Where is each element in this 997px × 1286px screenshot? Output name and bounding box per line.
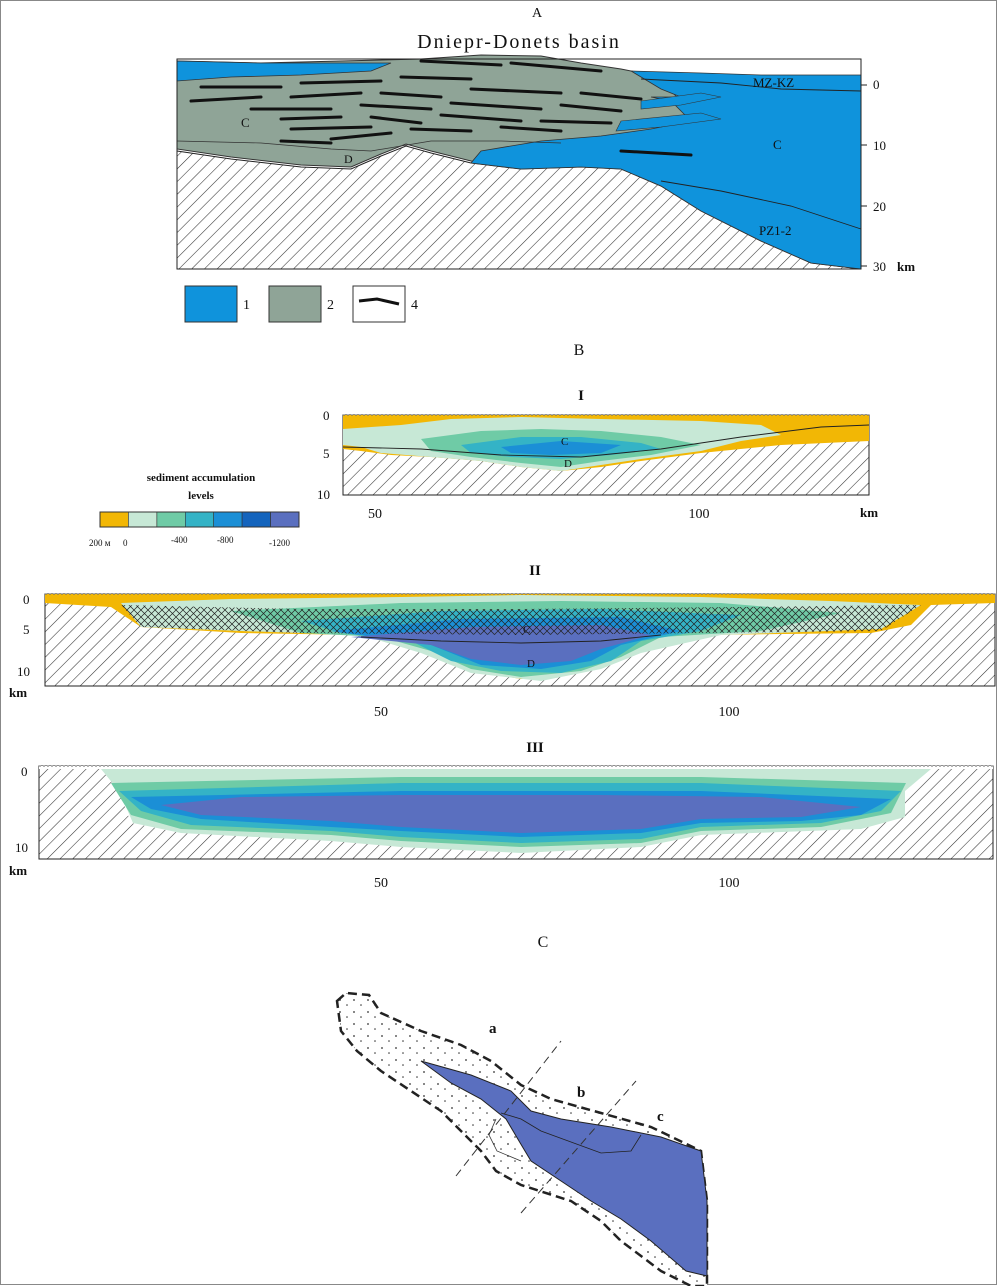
section-i-x-50: 50 xyxy=(368,507,382,522)
accumulation-tick-1200: -1200 xyxy=(269,538,290,548)
section-iii-depth-0: 0 xyxy=(21,764,28,779)
legend-key-2: 2 xyxy=(327,298,334,313)
legend-key-1: 1 xyxy=(243,298,250,313)
accumulation-legend: sediment accumulation levels 200 м 0 -40… xyxy=(89,472,300,548)
section-iii-label: III xyxy=(526,740,544,756)
accumulation-swatch-2 xyxy=(156,511,186,528)
panel-c: C a b c xyxy=(335,934,709,1286)
section-i-contact xyxy=(342,424,870,458)
section-iii-unit: km xyxy=(9,863,27,878)
section-iii: III 0 10 km 50 100 xyxy=(9,740,994,891)
depth-unit-a: km xyxy=(897,259,915,274)
depth-tick-30: 30 xyxy=(873,259,886,274)
accumulation-swatch-5 xyxy=(241,511,271,528)
section-i-depth-10: 10 xyxy=(317,487,330,502)
accumulation-legend-title-1: sediment accumulation xyxy=(147,472,255,484)
section-i-label: I xyxy=(578,388,584,404)
label-c-left: C xyxy=(241,115,250,130)
section-ii-contact xyxy=(360,634,662,644)
contact-line-pz xyxy=(660,180,862,230)
section-ii-depth-10: 10 xyxy=(17,664,30,679)
section-i-label-d: D xyxy=(564,458,572,470)
accumulation-swatch-0 xyxy=(99,511,129,528)
accumulation-swatch-6 xyxy=(270,511,300,528)
section-i-depth-0: 0 xyxy=(323,408,330,423)
section-i-unit: km xyxy=(860,505,878,520)
accumulation-tick-800: -800 xyxy=(217,535,234,545)
section-ii-depth-5: 5 xyxy=(23,622,30,637)
section-i: I C D 0 5 10 50 100 km xyxy=(317,388,878,522)
black-layer-lines xyxy=(189,59,693,157)
basin-contact-2 xyxy=(488,1118,522,1162)
section-ii-label-d: D xyxy=(527,658,535,670)
zone-label-c: c xyxy=(657,1109,664,1125)
section-i-zone-800 xyxy=(501,441,621,455)
depth-axis-a xyxy=(860,75,867,269)
section-ii: II C D 0 5 10 km 50 100 xyxy=(9,563,996,720)
section-ii-depth-0: 0 xyxy=(23,592,30,607)
accumulation-bar-outline xyxy=(99,511,300,528)
legend-key-4: 4 xyxy=(411,298,418,313)
legend-a: 1 2 4 xyxy=(184,285,418,323)
section-iii-x-50: 50 xyxy=(374,876,388,891)
basin-contact-1 xyxy=(500,1112,642,1154)
section-iii-x-100: 100 xyxy=(719,876,740,891)
panel-a: A Dniepr-Donets basin C D MZ-KZ xyxy=(176,6,915,323)
contact-line-cd xyxy=(176,140,562,152)
section-ii-x-100: 100 xyxy=(719,705,740,720)
zone-label-a: a xyxy=(489,1021,497,1037)
panel-b-label: B xyxy=(574,342,585,359)
section-ii-label-c: C xyxy=(523,624,530,636)
section-iii-zone-1200 xyxy=(161,795,861,833)
section-i-x-100: 100 xyxy=(689,507,710,522)
section-ii-unit: km xyxy=(9,685,27,700)
section-ii-zone-1200 xyxy=(351,625,651,665)
accumulation-swatch-3 xyxy=(185,511,215,528)
label-mz-kz: MZ-KZ xyxy=(753,75,794,90)
depth-tick-20: 20 xyxy=(873,199,886,214)
section-i-depth-5: 5 xyxy=(323,446,330,461)
panel-a-title: Dniepr-Donets basin xyxy=(417,31,621,53)
blue-tongue-2 xyxy=(615,112,722,132)
accumulation-tick-0: 0 xyxy=(123,538,128,548)
accumulation-tick-200: 200 м xyxy=(89,538,111,548)
panel-b: B I C D 0 5 10 50 100 km sediment accumu… xyxy=(9,342,996,891)
section-ii-x-50: 50 xyxy=(374,705,388,720)
blue-lens-left xyxy=(176,60,392,82)
accumulation-swatch-1 xyxy=(128,511,158,528)
accumulation-swatch-4 xyxy=(213,511,243,528)
label-pz: PZ1-2 xyxy=(759,223,792,238)
section-ii-crosshatch xyxy=(121,605,921,635)
zone-boundary-ab xyxy=(455,1040,562,1177)
zone-boundary-bc xyxy=(520,1080,637,1214)
basin-fill-blue xyxy=(420,1060,708,1277)
label-d: D xyxy=(344,152,353,166)
accumulation-legend-title-2: levels xyxy=(188,490,214,502)
depth-tick-0: 0 xyxy=(873,77,880,92)
contact-line-mzkz xyxy=(640,78,862,92)
zone-label-b: b xyxy=(577,1085,585,1101)
depth-tick-10: 10 xyxy=(873,138,886,153)
panel-c-label: C xyxy=(538,934,549,951)
accumulation-swatches xyxy=(99,511,300,528)
legend-line-icon xyxy=(358,297,400,306)
blue-tongue-1 xyxy=(640,92,722,110)
section-i-label-c: C xyxy=(561,436,568,448)
label-c-right: C xyxy=(773,137,782,152)
legend-swatch-1 xyxy=(184,285,238,323)
accumulation-tick-400: -400 xyxy=(171,535,188,545)
section-ii-label: II xyxy=(529,563,541,579)
legend-swatch-2 xyxy=(268,285,322,323)
section-iii-depth-10: 10 xyxy=(15,840,28,855)
panel-a-label: A xyxy=(532,6,543,21)
